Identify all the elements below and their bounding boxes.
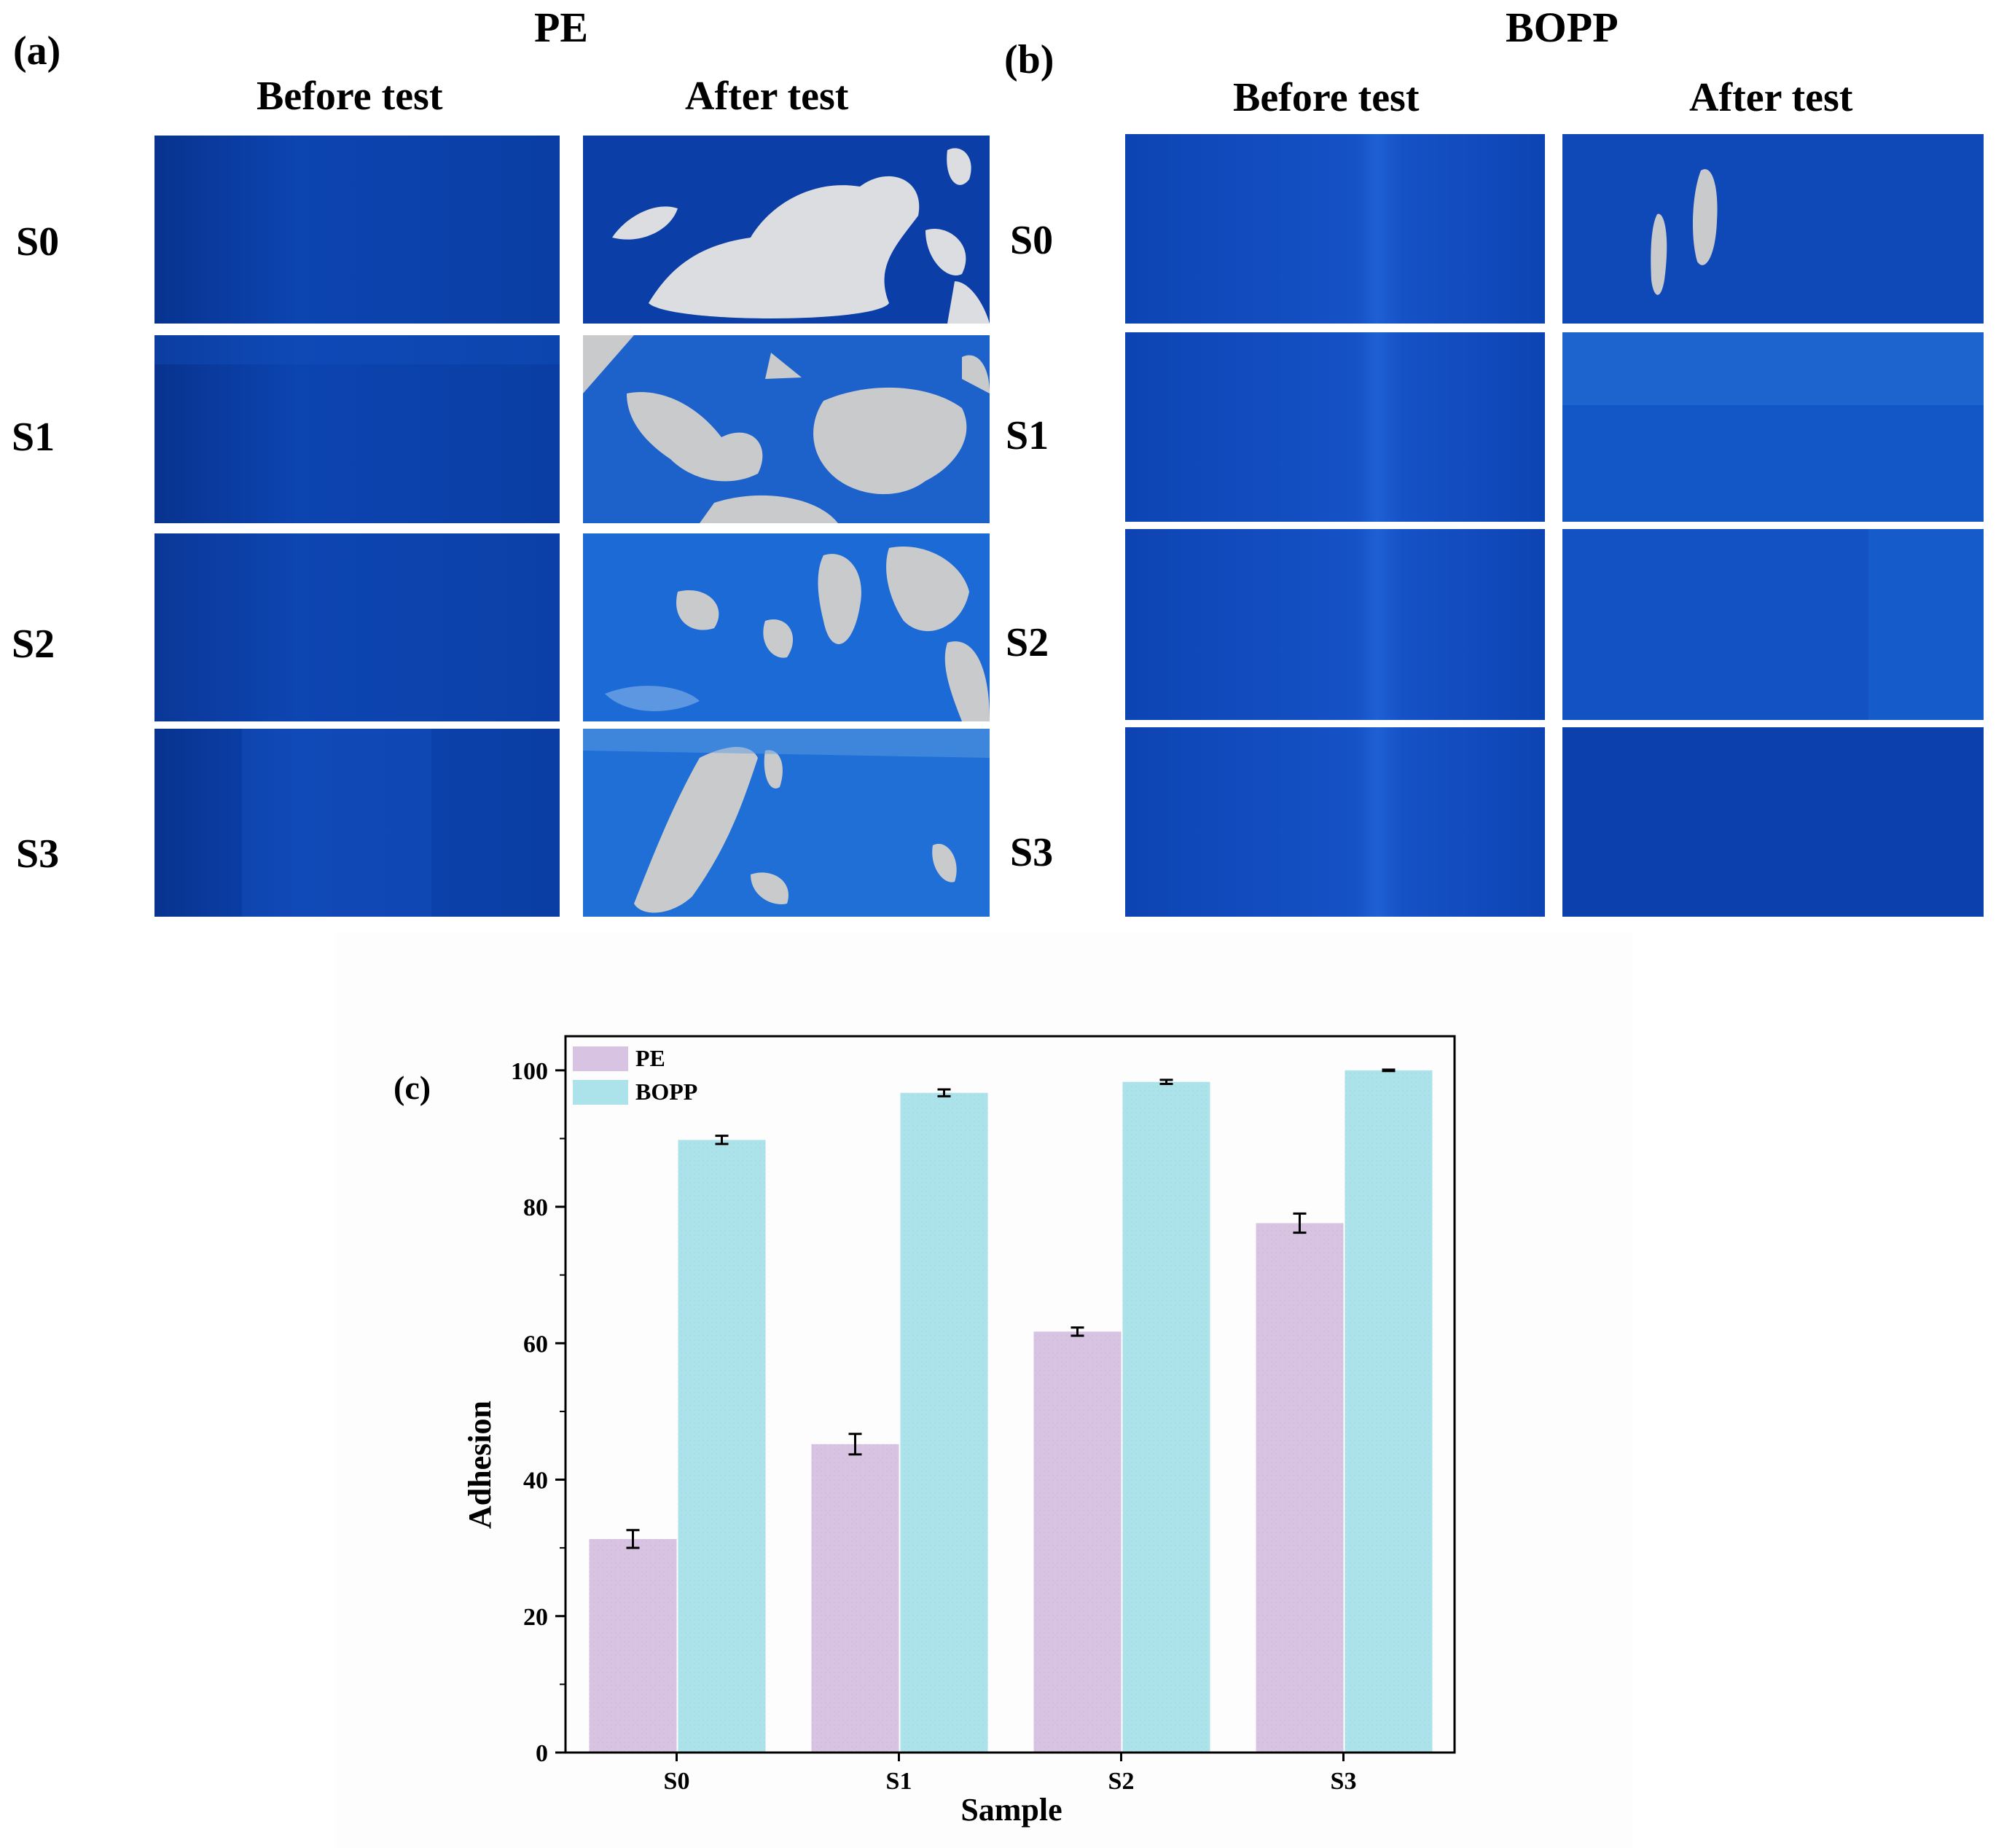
panel-a-row-label-s2: S2 [12,622,55,667]
legend: PE BOPP [573,1045,697,1105]
adhesion-chart: 0 20 40 60 80 100 S0 S1 S2 S3 (c) Sample Adhesion… [335,933,1632,1848]
pe-s0-after-photo [583,136,990,324]
error-bar-pe-s0 [626,1529,640,1549]
panel-b-row-label-s2: S2 [1006,620,1049,665]
panel-a-row-label-s3: S3 [16,831,60,877]
y-tick-label: 80 [523,1194,548,1221]
bopp-s1-before-photo [1125,332,1545,522]
panel-a-row-label-s0: S0 [16,219,60,265]
y-tick-label: 0 [536,1740,548,1767]
error-bar-pe-s3 [1293,1212,1307,1234]
bar-texture-bopp-s0 [678,1140,766,1753]
pe-s0-before-photo [154,136,560,324]
pe-s3-after-photo [583,729,990,917]
bar-texture-pe-s2 [1033,1331,1122,1753]
bopp-s2-after-photo [1562,529,1984,720]
panel-b-before-header: Before test [1233,75,1420,120]
plot-frame [564,1035,1456,1754]
panel-a-before-header: Before test [257,74,443,119]
bopp-s3-after-photo [1562,727,1984,917]
bar-texture-bopp-s3 [1345,1070,1433,1753]
error-bar-bopp-s2 [1159,1078,1173,1086]
bopp-s3-before-photo [1125,727,1545,917]
error-bar-bopp-s3 [1382,1068,1396,1073]
pe-s1-after-photo [583,335,990,523]
pe-s2-after-photo [583,533,990,721]
x-tick-label-s1: S1 [886,1768,912,1795]
x-tick-label-s2: S2 [1108,1768,1135,1795]
x-tick-label-s3: S3 [1331,1768,1357,1795]
error-bar-pe-s1 [848,1433,862,1456]
y-tick-label: 20 [523,1604,548,1631]
chart-panel-label: (c) [394,1069,431,1106]
panel-a-row-label-s1: S1 [12,415,55,460]
bar-texture-pe-s3 [1256,1223,1344,1753]
x-axis-label: Sample [960,1792,1062,1828]
panel-b-material-title: BOPP [1506,4,1619,51]
adhesion-chart-svg: 0 20 40 60 80 100 S0 S1 S2 S3 (c) Sample Adhesion… [394,1035,1456,1828]
panel-b-row-label-s1: S1 [1006,413,1049,458]
panel-a-material-title: PE [534,4,589,51]
x-tick-label-s0: S0 [664,1768,690,1795]
legend-swatch-bopp [573,1080,628,1105]
error-bar-bopp-s0 [715,1135,729,1146]
y-tick-label: 100 [511,1058,548,1085]
bopp-s1-after-photo [1562,332,1984,522]
y-tick-label: 40 [523,1468,548,1495]
y-tick-label: 60 [523,1331,548,1358]
panel-b-label: (b) [1004,37,1054,82]
error-bar-pe-s2 [1071,1326,1084,1337]
legend-label-pe: PE [635,1045,665,1071]
panel-b-row-label-s0: S0 [1010,218,1054,263]
legend-label-bopp: BOPP [635,1078,697,1105]
panel-a-label: (a) [13,28,61,74]
pe-s1-before-photo [154,335,560,523]
pe-s3-before-photo [154,729,560,917]
bar-texture-bopp-s1 [900,1092,988,1753]
pe-s2-before-photo [154,533,560,721]
bar-texture-pe-s1 [811,1444,899,1753]
bar-texture-pe-s0 [589,1538,677,1753]
bopp-s2-before-photo [1125,529,1545,720]
y-axis-label: Adhesion [462,1401,498,1529]
legend-swatch-pe [573,1046,628,1071]
panel-a-after-header: After test [685,74,849,119]
bopp-s0-after-photo [1562,134,1984,324]
bar-texture-bopp-s2 [1122,1081,1210,1753]
panel-b-row-label-s3: S3 [1010,830,1054,875]
bopp-s0-before-photo [1125,134,1545,324]
error-bar-bopp-s1 [937,1088,951,1097]
panel-b-after-header: After test [1689,75,1853,120]
